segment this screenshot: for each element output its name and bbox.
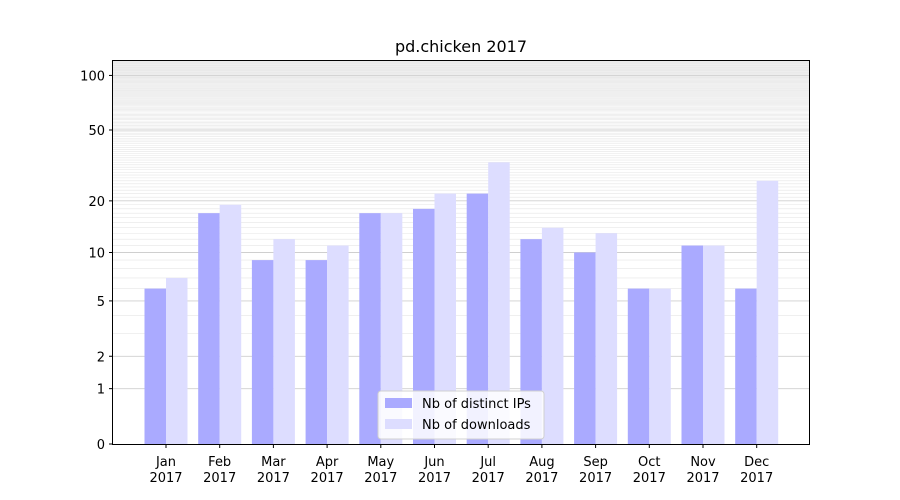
bar-ips [413, 208, 435, 444]
bar-ips [198, 213, 220, 444]
bar-downloads [703, 245, 725, 444]
bar-ips [735, 288, 757, 444]
bar-downloads [756, 180, 779, 444]
x-tick-label: Apr 2017 [311, 455, 344, 486]
bar-downloads [273, 239, 295, 444]
legend-label: Nb of distinct IPs [422, 397, 531, 412]
bar-downloads [488, 162, 510, 444]
y-tick-label: 10 [88, 247, 105, 262]
bar-ips [574, 252, 596, 444]
x-tick-label: Aug 2017 [525, 455, 558, 486]
bar-ips [359, 213, 381, 444]
bar-ips [466, 193, 489, 444]
x-tick-label: Jun 2017 [418, 455, 451, 486]
bar-downloads [649, 288, 671, 444]
bar-downloads [541, 227, 564, 444]
bar-ips [251, 260, 274, 444]
legend-label: Nb of downloads [422, 418, 531, 433]
x-tick-label: Jul 2017 [472, 455, 505, 486]
bar-downloads [166, 277, 188, 444]
y-tick-label: 2 [97, 350, 105, 365]
x-tick-label: Nov 2017 [686, 455, 719, 486]
x-tick-label: Sep 2017 [579, 455, 612, 486]
legend: Nb of distinct IPs Nb of downloads [377, 390, 545, 440]
chart-title: pd.chicken 2017 [395, 37, 527, 56]
x-axis: Jan 2017 Feb 2017 Mar 2017 Apr 2017 May 2017 Jun 20… [149, 444, 773, 486]
bar-ips [627, 288, 650, 444]
bar-ips [305, 260, 328, 444]
y-tick-label: 0 [97, 438, 105, 453]
y-axis: 0 1 2 5 10 20 50 100 [80, 69, 113, 453]
bar-ips [681, 245, 703, 444]
bar-downloads [219, 204, 242, 444]
grid [113, 60, 809, 390]
legend-swatch [385, 419, 412, 429]
legend-box [377, 390, 545, 440]
x-tick-label: Feb 2017 [203, 455, 236, 486]
bar-downloads [595, 233, 618, 444]
x-tick-label: Dec 2017 [740, 455, 773, 486]
y-tick-label: 5 [97, 295, 105, 310]
y-tick-label: 100 [80, 69, 105, 84]
bar-downloads [380, 213, 403, 444]
x-tick-label: Mar 2017 [257, 455, 290, 486]
y-tick-label: 50 [88, 124, 105, 139]
x-tick-label: May 2017 [364, 455, 397, 486]
legend-swatch [385, 398, 412, 408]
bar-ips [144, 288, 166, 444]
x-tick-label: Jan 2017 [149, 455, 182, 486]
bar-downloads [327, 245, 349, 444]
x-tick-label: Oct 2017 [633, 455, 666, 486]
bar-downloads [434, 193, 456, 444]
y-tick-label: 20 [88, 195, 105, 210]
bars [144, 162, 779, 444]
y-tick-label: 1 [97, 383, 105, 398]
